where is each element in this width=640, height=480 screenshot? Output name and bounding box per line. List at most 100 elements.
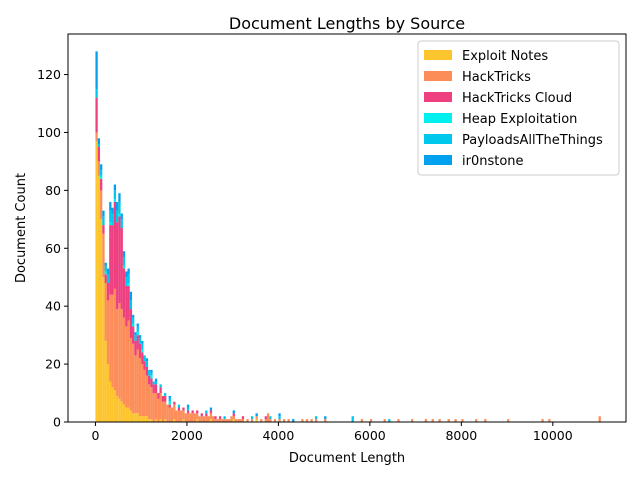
histogram-bar (232, 413, 235, 417)
x-tick-label: 0 (91, 428, 99, 443)
histogram-bar (234, 419, 238, 422)
legend-swatch (424, 92, 452, 102)
histogram-bar (148, 384, 151, 420)
histogram-bar (111, 225, 114, 295)
histogram-bar (100, 219, 103, 422)
histogram-bar (127, 320, 130, 408)
histogram-bar (134, 332, 137, 336)
histogram-bar (113, 390, 117, 422)
histogram-bar (116, 222, 119, 310)
histogram-bar (177, 407, 181, 411)
histogram-bar (202, 416, 206, 422)
histogram-bar (125, 271, 128, 278)
bars-layer (95, 51, 601, 422)
histogram-bar (141, 416, 144, 422)
histogram-bar (278, 413, 281, 417)
histogram-bar (125, 285, 128, 327)
histogram-bar (177, 410, 181, 422)
histogram-bar (122, 256, 126, 266)
histogram-bar (232, 416, 235, 420)
histogram-bar (152, 381, 155, 385)
histogram-bar (145, 358, 149, 362)
histogram-bar (132, 343, 135, 414)
histogram-bar (191, 410, 194, 414)
series-5-bars (95, 51, 327, 422)
histogram-bar (138, 343, 142, 359)
histogram-bar (164, 393, 167, 396)
histogram-bar (255, 416, 258, 420)
histogram-bar (143, 369, 146, 417)
histogram-bar (177, 404, 181, 408)
histogram-bar (116, 309, 119, 396)
histogram-bar (173, 401, 176, 405)
histogram-bar (264, 419, 267, 422)
histogram-bar (154, 419, 158, 422)
histogram-bar (186, 407, 190, 411)
histogram-bar (301, 419, 304, 422)
legend-box (417, 40, 620, 176)
histogram-bar (214, 419, 217, 422)
histogram-bar (196, 410, 199, 414)
histogram-bar (196, 419, 199, 422)
histogram-bar (106, 364, 110, 422)
histogram-bar (109, 225, 112, 295)
histogram-bar (120, 401, 123, 422)
y-tick-label: 80 (45, 183, 61, 198)
histogram-bar (136, 326, 139, 333)
histogram-bar (216, 419, 219, 422)
histogram-bar (159, 384, 162, 388)
histogram-bar (484, 419, 487, 422)
series-3-bars (100, 175, 171, 405)
x-tick-label: 8000 (445, 428, 477, 443)
histogram-bar (134, 335, 137, 341)
histogram-bar (305, 419, 309, 422)
histogram-bar (205, 416, 208, 422)
histogram-bar (223, 416, 226, 420)
histogram-bar (314, 416, 318, 420)
histogram-bar (314, 419, 318, 422)
histogram-bar (180, 410, 183, 422)
histogram-bar (184, 413, 187, 422)
histogram-bar (411, 419, 414, 422)
histogram-bar (127, 407, 130, 422)
histogram-bar (154, 381, 158, 385)
histogram-bar (175, 410, 178, 422)
histogram-bar (95, 89, 98, 98)
histogram-bar (207, 416, 210, 422)
histogram-bar (164, 395, 167, 402)
histogram-bar (209, 419, 213, 422)
histogram-bar (148, 369, 151, 376)
histogram-bar (120, 309, 123, 402)
legend: Exploit Notes HackTricks HackTricks Cloud H… (417, 40, 620, 176)
series-2-bars (95, 97, 267, 420)
histogram-bar (120, 213, 123, 220)
histogram-bar (173, 419, 176, 422)
histogram-bar (145, 416, 149, 422)
histogram-bar (106, 268, 110, 275)
histogram-bar (189, 413, 192, 422)
histogram-bar (159, 387, 162, 394)
legend-label: HackTricks Cloud (462, 91, 572, 106)
histogram-bar (129, 410, 133, 422)
histogram-bar (154, 378, 158, 382)
histogram-bar (122, 268, 126, 318)
histogram-bar (260, 419, 263, 422)
histogram-bar (223, 419, 226, 422)
histogram-bar (198, 416, 201, 422)
histogram-bar (232, 410, 235, 414)
histogram-bar (170, 407, 174, 422)
histogram-bar (205, 413, 208, 417)
histogram-bar (136, 323, 139, 327)
legend-swatch (424, 134, 452, 144)
histogram-bar (548, 419, 551, 422)
histogram-bar (218, 416, 222, 420)
y-axis: 0 20 40 60 80 100 120 (37, 67, 68, 430)
histogram-bar (182, 407, 185, 411)
histogram-bar (164, 419, 167, 422)
histogram-bar (120, 219, 123, 228)
histogram-bar (209, 413, 213, 420)
legend-label: HackTricks (462, 70, 531, 85)
histogram-bar (150, 378, 153, 388)
y-tick-label: 0 (53, 415, 61, 430)
histogram-bar (118, 303, 121, 399)
